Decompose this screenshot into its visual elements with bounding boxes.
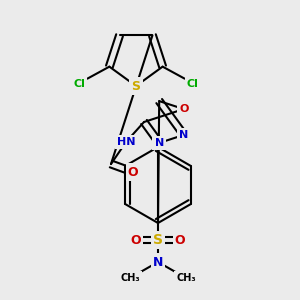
Text: S: S	[153, 233, 163, 247]
Text: Cl: Cl	[187, 79, 199, 89]
Text: N: N	[153, 256, 163, 268]
Text: CH₃: CH₃	[120, 273, 140, 283]
Text: CH₃: CH₃	[176, 273, 196, 283]
Text: N: N	[154, 138, 164, 148]
Text: Cl: Cl	[74, 79, 85, 89]
Text: O: O	[175, 233, 185, 247]
Text: O: O	[131, 233, 141, 247]
Text: S: S	[131, 80, 140, 92]
Text: N: N	[179, 130, 188, 140]
Text: O: O	[179, 104, 188, 114]
Text: O: O	[128, 166, 138, 178]
Text: HN: HN	[117, 137, 135, 147]
